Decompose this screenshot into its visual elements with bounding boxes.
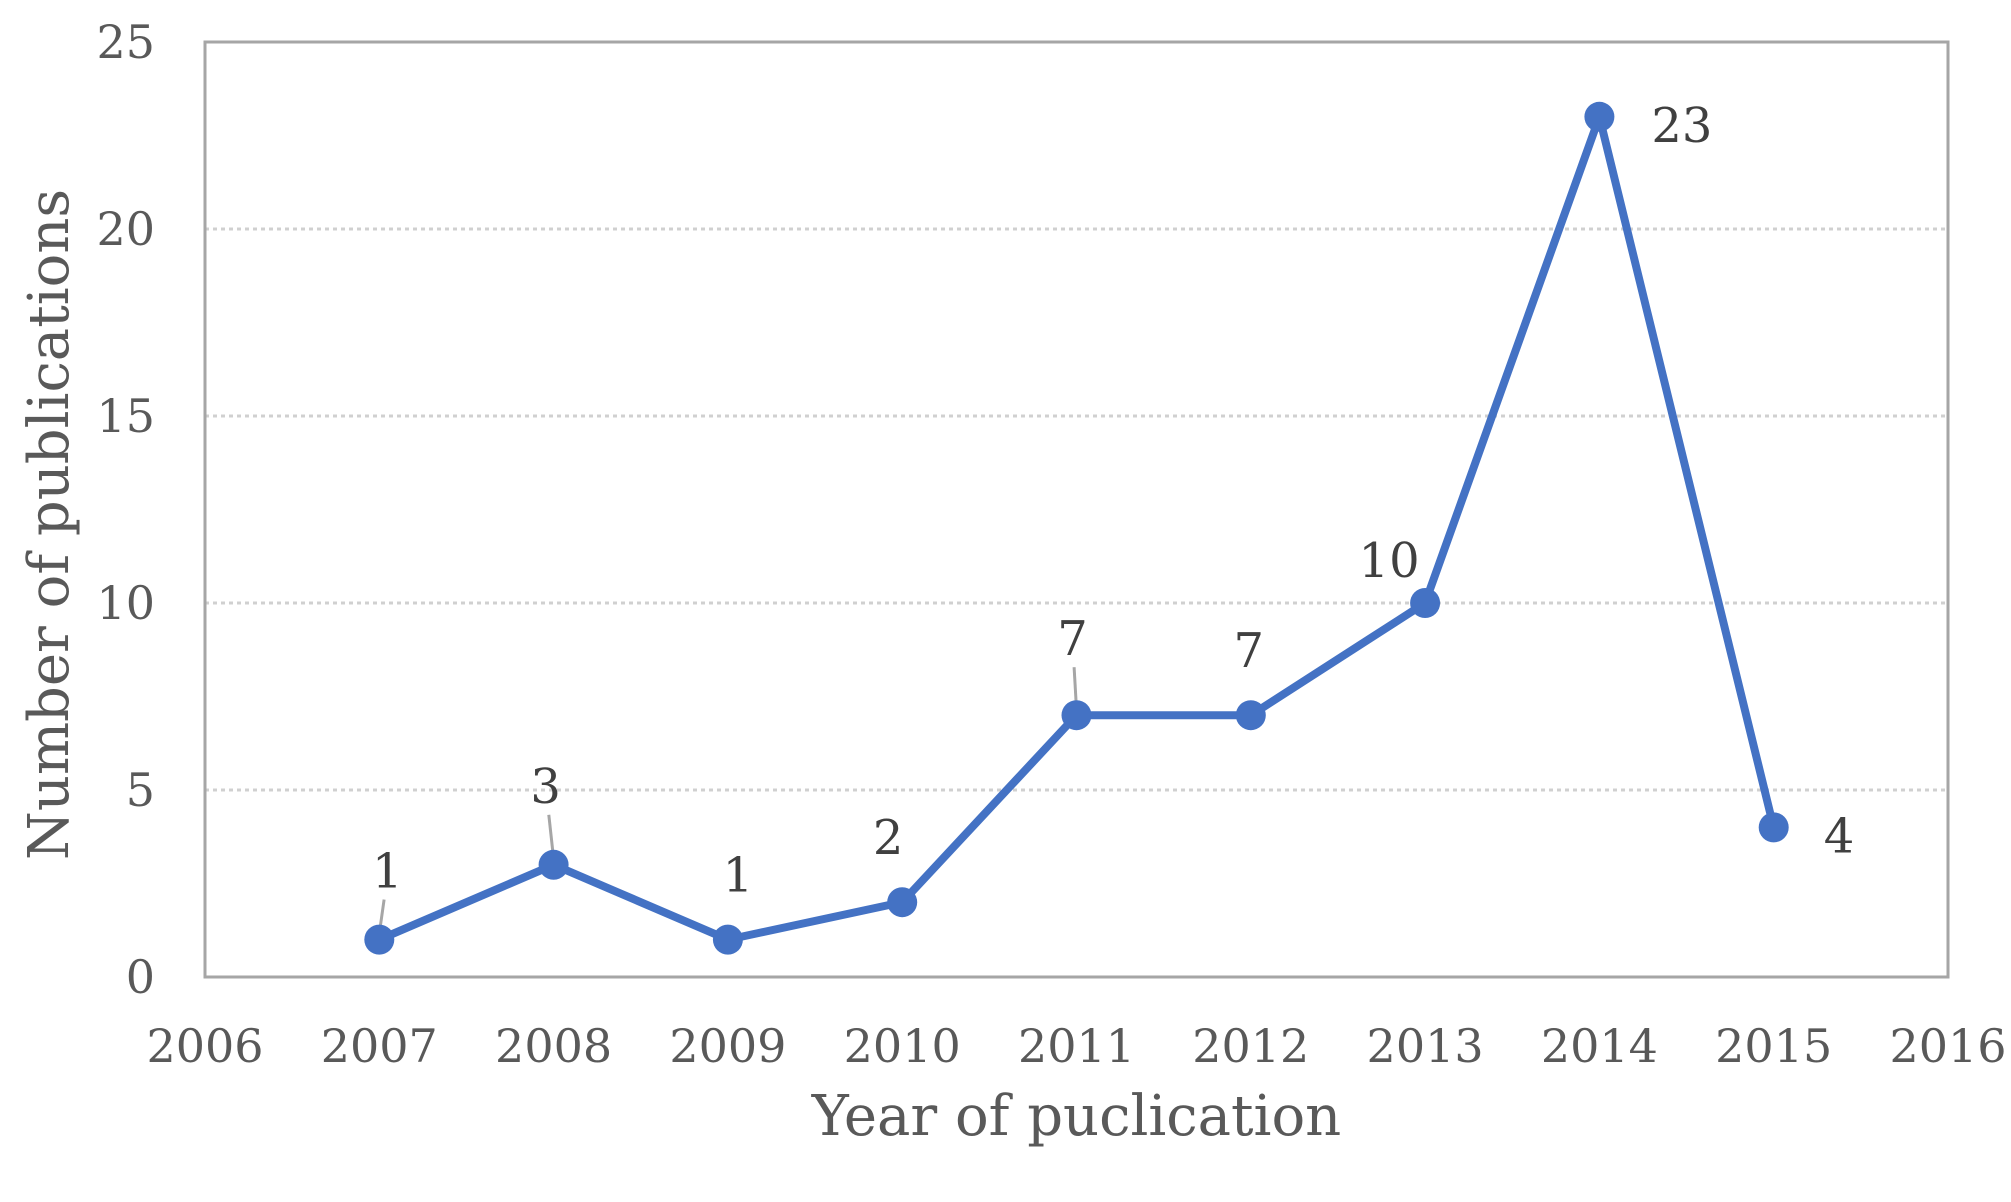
x-tick-label: 2016: [1889, 1019, 2006, 1073]
series-line: [375, 112, 1778, 944]
x-tick-label: 2007: [321, 1019, 438, 1073]
data-point: [712, 924, 743, 955]
data-label: 10: [1359, 533, 1420, 589]
data-point: [538, 849, 569, 880]
y-tick-label: 10: [96, 576, 155, 630]
data-label: 7: [1057, 611, 1088, 667]
data-markers: [364, 101, 1789, 955]
x-tick-label: 2009: [669, 1019, 786, 1073]
data-point: [1235, 700, 1266, 731]
x-tick-label: 2008: [495, 1019, 612, 1073]
y-tick-label: 5: [126, 763, 155, 817]
data-label: 2: [873, 810, 904, 866]
data-label: 3: [530, 759, 561, 815]
y-axis-ticks: 0 5 10 15 20 25: [96, 15, 155, 1004]
data-labels: 1 3 1 2 7 7 10 23 4: [372, 98, 1854, 904]
data-point: [1758, 812, 1789, 843]
x-axis-ticks: 2006 2007 2008 2009 2010 2011 2012 2013 2014 2015…: [146, 1019, 2006, 1073]
data-label: 4: [1824, 808, 1855, 864]
x-tick-label: 2012: [1192, 1019, 1309, 1073]
y-tick-label: 15: [96, 389, 155, 443]
y-tick-label: 0: [126, 950, 155, 1004]
x-tick-label: 2014: [1541, 1019, 1658, 1073]
y-tick-label: 20: [96, 202, 155, 256]
x-tick-label: 2010: [844, 1019, 961, 1073]
data-point: [364, 924, 395, 955]
data-label: 23: [1651, 98, 1712, 154]
data-label: 1: [723, 848, 754, 904]
y-axis-title: Number of publications: [17, 189, 82, 860]
x-axis-title: Year of puclication: [811, 1084, 1341, 1149]
x-tick-label: 2015: [1715, 1019, 1832, 1073]
x-tick-label: 2011: [1018, 1019, 1135, 1073]
data-point: [1584, 101, 1615, 132]
plot-area-border: [203, 40, 1950, 979]
data-label: 7: [1234, 623, 1265, 679]
data-point: [887, 887, 918, 918]
data-point: [1410, 588, 1441, 618]
data-label: 1: [372, 844, 403, 900]
data-point: [1061, 700, 1092, 731]
y-tick-label: 25: [96, 15, 155, 69]
x-tick-label: 2006: [146, 1019, 263, 1073]
x-tick-label: 2013: [1367, 1019, 1484, 1073]
gridlines: [205, 227, 1948, 792]
